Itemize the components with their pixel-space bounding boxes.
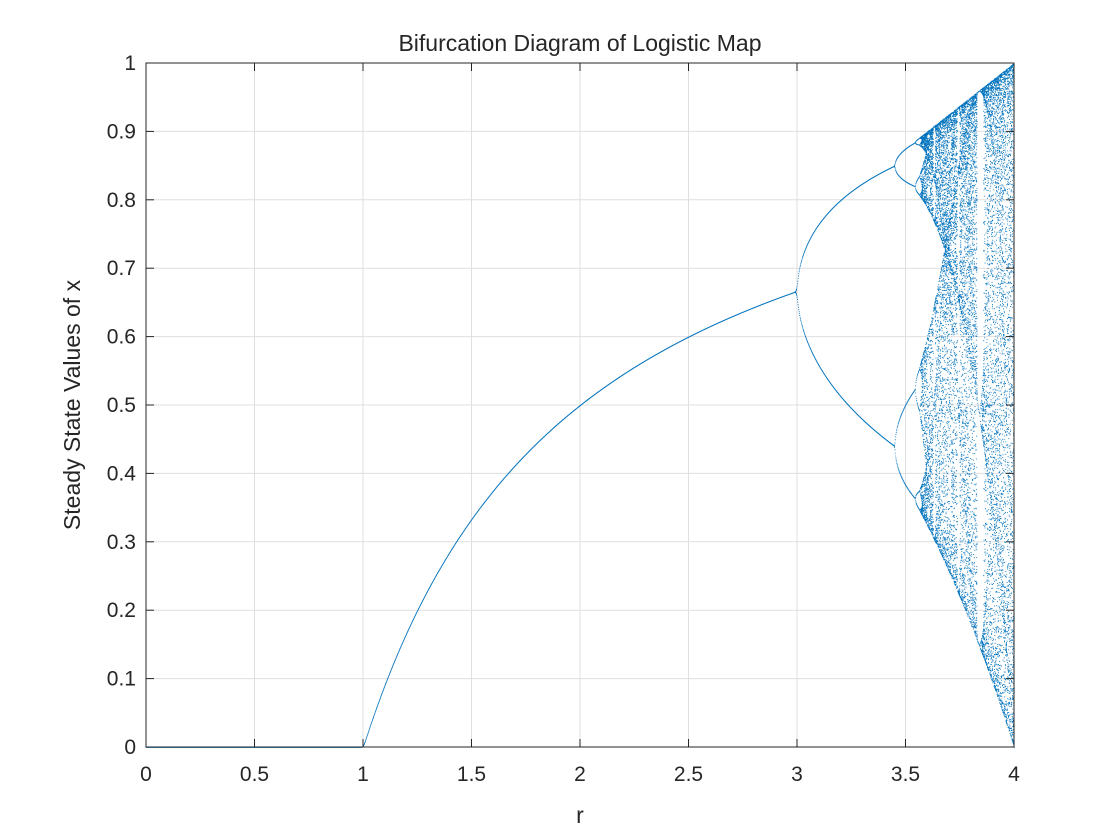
y-tick-label: 0.6 <box>107 326 136 349</box>
y-tick-label: 0.8 <box>107 189 136 212</box>
data-points <box>146 63 1015 748</box>
y-tick-labels: 0 0.1 0.2 0.3 0.4 0.5 0.6 0.7 0.8 0.9 1 <box>107 52 137 759</box>
y-tick-label: 0.5 <box>107 394 136 417</box>
x-tick-labels: 0 0.5 1 1.5 2 2.5 3 3.5 4 <box>140 763 1020 786</box>
x-tick-label: 0.5 <box>240 763 269 786</box>
x-tick-label: 1.5 <box>457 763 486 786</box>
y-tick-label: 0.9 <box>107 120 136 143</box>
x-tick-label: 2.5 <box>674 763 703 786</box>
y-tick-label: 0.1 <box>107 668 136 691</box>
chart-title: Bifurcation Diagram of Logistic Map <box>398 30 761 56</box>
x-tick-label: 4 <box>1008 763 1020 786</box>
x-tick-label: 3 <box>791 763 803 786</box>
bifurcation-points-series <box>146 63 1015 748</box>
y-tick-label: 0.3 <box>107 531 136 554</box>
y-tick-label: 0.2 <box>107 599 136 622</box>
y-tick-label: 1 <box>124 52 136 75</box>
tick-marks <box>145 62 1015 748</box>
y-tick-label: 0.4 <box>107 462 137 485</box>
y-tick-label: 0 <box>124 736 136 759</box>
y-tick-label: 0.7 <box>107 257 136 280</box>
x-tick-label: 3.5 <box>891 763 920 786</box>
y-axis-label: Steady State Values of x <box>59 279 85 530</box>
x-tick-label: 0 <box>140 763 152 786</box>
x-axis-label: r <box>576 802 584 828</box>
x-tick-label: 1 <box>357 763 369 786</box>
x-tick-label: 2 <box>574 763 586 786</box>
